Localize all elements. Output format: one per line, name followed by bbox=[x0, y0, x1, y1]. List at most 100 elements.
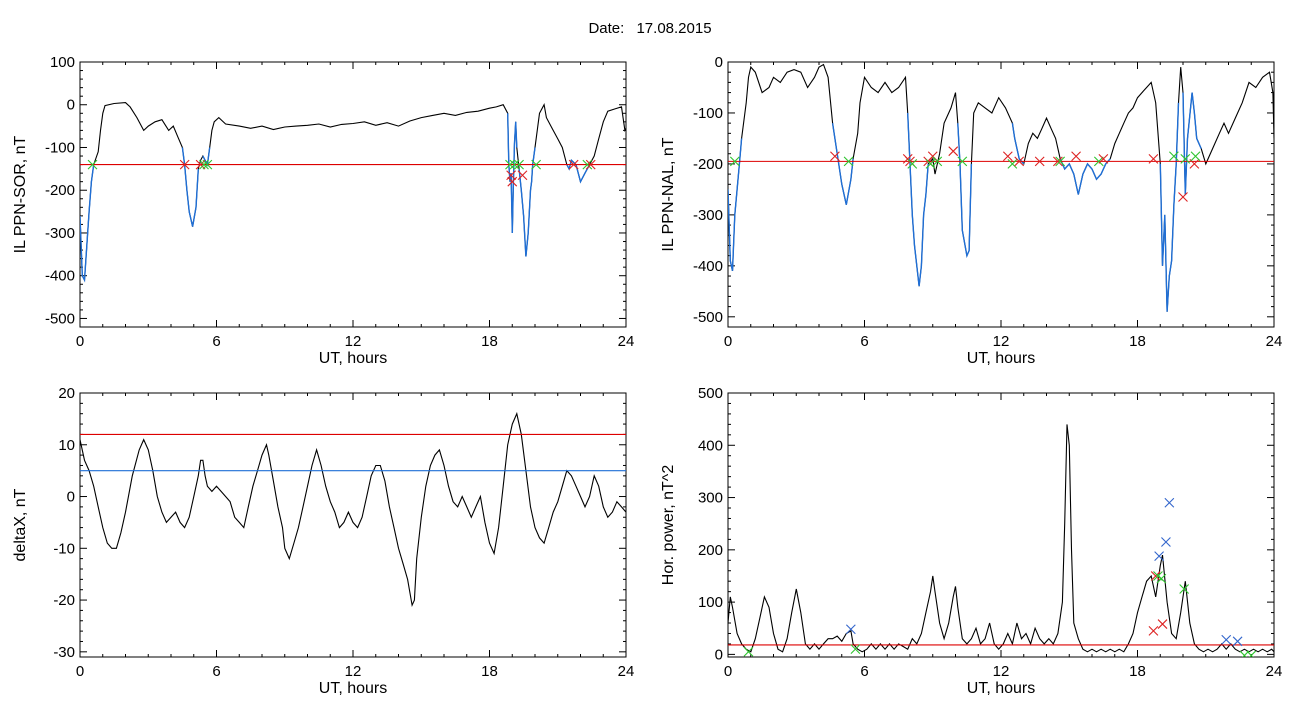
date-header: Date: 17.08.2015 bbox=[0, 20, 1300, 37]
marker-red bbox=[1148, 153, 1159, 164]
marker-green bbox=[1093, 156, 1104, 167]
highlight-segment bbox=[1059, 158, 1111, 195]
y-axis-label: deltaX, nT bbox=[12, 488, 29, 561]
marker-green bbox=[1239, 650, 1250, 657]
marker-green bbox=[1190, 151, 1201, 162]
y-tick-label: -500 bbox=[45, 310, 75, 327]
marker-green bbox=[907, 159, 918, 169]
y-axis-label: IL PPN-SOR, nT bbox=[12, 135, 29, 253]
marker-green bbox=[505, 159, 515, 170]
x-tick-label: 18 bbox=[481, 333, 498, 350]
y-tick-label: -200 bbox=[693, 156, 723, 173]
highlight-segment bbox=[507, 113, 518, 234]
y-tick-label: -100 bbox=[693, 105, 723, 122]
marker-red bbox=[179, 159, 190, 170]
y-tick-label: 400 bbox=[698, 437, 723, 454]
marker-green bbox=[202, 159, 213, 170]
y-tick-label: 0 bbox=[715, 54, 723, 71]
plot-frame bbox=[727, 392, 1275, 658]
marker-blue bbox=[1164, 497, 1175, 508]
marker-red bbox=[1002, 151, 1013, 162]
highlight-segment bbox=[80, 164, 95, 283]
date-value: 17.08.2015 bbox=[636, 20, 712, 37]
x-axis-label: UT, hours bbox=[319, 680, 387, 697]
marker-red bbox=[517, 170, 528, 181]
y-tick-label: -500 bbox=[693, 309, 723, 326]
marker-green bbox=[1180, 153, 1191, 164]
marker-green bbox=[850, 644, 861, 655]
x-tick-label: 18 bbox=[1129, 333, 1146, 350]
marker-blue bbox=[1161, 537, 1171, 547]
marker-red bbox=[195, 159, 206, 170]
y-axis-label: IL PPN-NAL, nT bbox=[660, 137, 677, 251]
marker-blue bbox=[845, 624, 856, 635]
marker-red bbox=[1157, 619, 1168, 629]
highlight-segment bbox=[518, 147, 536, 257]
chart-panel-4: 0 6 12 18 24 0 100 200 300 400 500 UT, hours Hor. po… bbox=[660, 385, 1282, 697]
marker-green bbox=[87, 159, 98, 170]
y-tick-label: -10 bbox=[53, 540, 75, 557]
highlight-segment bbox=[907, 112, 929, 287]
x-tick-label: 12 bbox=[345, 663, 362, 680]
y-tick-label: 100 bbox=[50, 54, 75, 71]
marker-red bbox=[585, 159, 596, 170]
y-tick-label: -20 bbox=[53, 592, 75, 609]
marker-red bbox=[1014, 156, 1025, 167]
marker-green bbox=[932, 156, 943, 167]
marker-red bbox=[830, 151, 840, 162]
x-tick-label: 6 bbox=[860, 333, 868, 350]
x-tick-label: 18 bbox=[481, 663, 498, 680]
plot-frame bbox=[79, 61, 627, 328]
plot-area bbox=[80, 411, 626, 608]
highlight-segment bbox=[728, 138, 743, 272]
marker-blue bbox=[1221, 634, 1232, 645]
plot-frame bbox=[79, 392, 627, 658]
y-axis-label: Hor. power, nT^2 bbox=[660, 465, 677, 586]
y-tick-label: -200 bbox=[45, 182, 75, 199]
marker-red bbox=[1178, 192, 1188, 202]
data-series-line bbox=[728, 63, 1274, 312]
x-axis-label: UT, hours bbox=[319, 350, 387, 367]
chart-panel-2: 0 6 12 18 24 -500 -400 -300 -200 -100 0 UT, hours IL… bbox=[660, 54, 1282, 367]
x-tick-label: 0 bbox=[76, 663, 84, 680]
y-tick-label: 500 bbox=[698, 385, 723, 402]
highlight-segment bbox=[957, 123, 973, 259]
chart-panel-1: 0 6 12 18 24 -500 -400 -300 -200 -100 0 100 UT, hour… bbox=[12, 54, 634, 367]
x-tick-label: 12 bbox=[345, 333, 362, 350]
x-tick-label: 6 bbox=[860, 663, 868, 680]
marker-green bbox=[925, 159, 936, 169]
y-tick-label: 0 bbox=[715, 646, 723, 663]
marker-green bbox=[1156, 573, 1167, 584]
x-tick-label: 0 bbox=[724, 663, 732, 680]
x-tick-label: 24 bbox=[618, 663, 635, 680]
x-tick-label: 24 bbox=[1266, 333, 1283, 350]
marker-green bbox=[531, 159, 542, 170]
marker-green bbox=[1246, 650, 1257, 657]
marker-green bbox=[1007, 159, 1018, 169]
y-tick-label: 300 bbox=[698, 490, 723, 507]
highlight-segment bbox=[831, 123, 854, 205]
y-tick-label: 0 bbox=[67, 97, 75, 114]
x-tick-label: 0 bbox=[724, 333, 732, 350]
highlight-segment bbox=[1159, 102, 1180, 312]
y-tick-label: -400 bbox=[45, 268, 75, 285]
marker-green bbox=[199, 159, 209, 170]
x-tick-label: 6 bbox=[212, 663, 220, 680]
plot-area bbox=[728, 63, 1274, 312]
data-series-line bbox=[80, 411, 626, 608]
highlight-segment bbox=[1182, 92, 1202, 195]
marker-red bbox=[1034, 156, 1045, 167]
marker-green bbox=[509, 159, 520, 170]
y-tick-label: -400 bbox=[693, 258, 723, 275]
marker-green bbox=[514, 159, 524, 170]
y-tick-label: -300 bbox=[45, 225, 75, 242]
marker-green bbox=[743, 646, 754, 657]
x-tick-label: 18 bbox=[1129, 663, 1146, 680]
x-tick-label: 24 bbox=[1266, 663, 1283, 680]
x-tick-label: 0 bbox=[76, 333, 84, 350]
marker-red bbox=[568, 159, 579, 170]
marker-red bbox=[948, 146, 959, 157]
x-tick-label: 24 bbox=[618, 333, 635, 350]
